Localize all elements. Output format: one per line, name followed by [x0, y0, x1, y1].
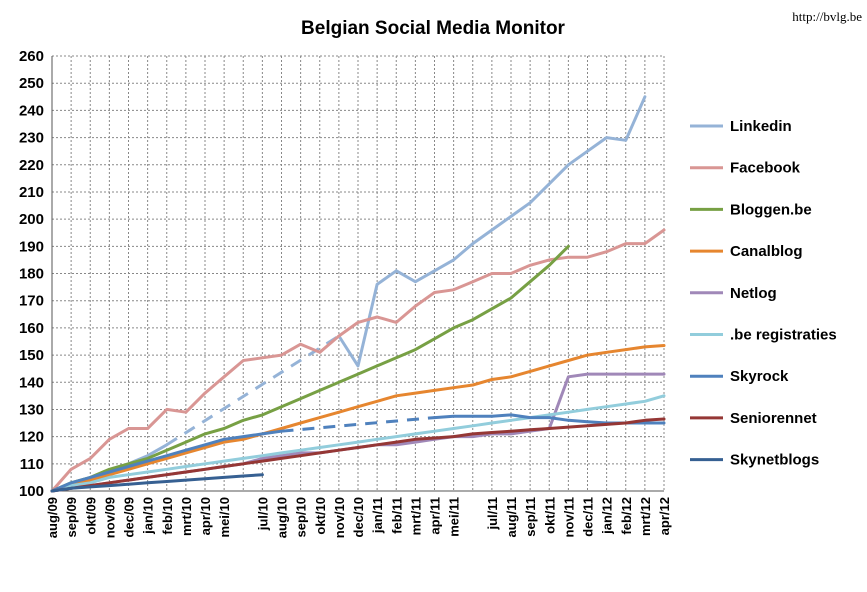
- legend-label: .be registraties: [730, 327, 837, 344]
- x-tick-label: aug/10: [275, 497, 290, 538]
- x-tick-label: apr/12: [657, 497, 672, 535]
- y-tick-label: 150: [19, 347, 44, 364]
- legend-label: Skyrock: [730, 368, 789, 385]
- y-tick-label: 160: [19, 320, 44, 337]
- series-be-registraties: [50, 394, 666, 493]
- chart-title: Belgian Social Media Monitor: [301, 18, 566, 39]
- y-tick-label: 200: [19, 211, 44, 228]
- series-canalblog: [50, 344, 666, 493]
- legend-label: Bloggen.be: [730, 201, 812, 218]
- x-tick-label: mrt/12: [638, 497, 653, 536]
- x-tick-label: feb/10: [160, 497, 175, 535]
- x-tick-label: jul/10: [255, 497, 270, 531]
- series-line: [50, 95, 647, 493]
- series-line: [50, 228, 666, 493]
- legend-label: Skynetblogs: [730, 452, 819, 469]
- x-tick-label: dec/10: [351, 497, 366, 537]
- legend-entry: Netlog: [690, 285, 777, 302]
- y-tick-label: 240: [19, 102, 44, 119]
- x-tick-label: nov/10: [332, 497, 347, 538]
- x-tick-label: feb/12: [619, 497, 634, 535]
- y-tick-label: 180: [19, 266, 44, 283]
- x-tick-label: sep/09: [64, 497, 79, 537]
- legend-entry: Seniorennet: [690, 410, 817, 427]
- legend-entry: Bloggen.be: [690, 201, 812, 218]
- x-tick-label: mrt/11: [408, 497, 423, 535]
- y-tick-label: 130: [19, 401, 44, 418]
- x-tick-label: nov/09: [102, 497, 117, 538]
- x-tick-label: mrt/10: [179, 497, 194, 536]
- legend-label: Netlog: [730, 285, 777, 302]
- legend-entry: Skyrock: [690, 368, 789, 385]
- x-tick-label: jan/10: [141, 497, 156, 535]
- x-tick-label: mei/10: [217, 497, 232, 537]
- series-gap-dash: [281, 416, 435, 433]
- series-line: [50, 394, 666, 493]
- x-tick-label: okt/09: [83, 497, 98, 535]
- y-tick-label: 230: [19, 130, 44, 147]
- y-tick-label: 260: [19, 48, 44, 65]
- series-line: [50, 473, 264, 493]
- x-tick-label: okt/11: [542, 497, 557, 534]
- x-tick-label: jan/12: [600, 497, 615, 535]
- legend-entry: Linkedin: [690, 118, 792, 135]
- y-tick-label: 190: [19, 238, 44, 255]
- x-tick-label: sep/10: [294, 497, 309, 537]
- y-tick-label: 250: [19, 75, 44, 92]
- legend: Linkedin Facebook Bloggen.be Canalblog Netlo…: [690, 118, 837, 469]
- legend-entry: Canalblog: [690, 243, 803, 260]
- legend-entry: Facebook: [690, 160, 801, 177]
- series-skynetblogs: [50, 473, 264, 493]
- x-tick-label: sep/11: [523, 497, 538, 537]
- legend-label: Linkedin: [730, 118, 792, 135]
- x-tick-label: nov/11: [561, 497, 576, 537]
- x-tick-label: jul/11: [485, 497, 500, 531]
- x-tick-label: okt/10: [313, 497, 328, 535]
- legend-label: Facebook: [730, 160, 801, 177]
- x-tick-label: dec/11: [581, 497, 596, 537]
- y-tick-label: 170: [19, 293, 44, 310]
- x-tick-label: jan/11: [370, 497, 385, 534]
- x-tick-label: apr/10: [198, 497, 213, 535]
- x-tick-label: mei/11: [447, 497, 462, 537]
- x-tick-label: apr/11: [428, 497, 443, 535]
- series-line: [50, 344, 666, 493]
- y-tick-label: 140: [19, 374, 44, 391]
- series-facebook: [50, 228, 666, 493]
- y-tick-label: 220: [19, 157, 44, 174]
- x-tick-label: dec/09: [122, 497, 137, 537]
- series-gap-dash: [165, 334, 340, 447]
- x-tick-label: aug/09: [45, 497, 60, 538]
- y-tick-label: 110: [20, 456, 44, 473]
- y-tick-label: 210: [19, 184, 44, 201]
- x-tick-label: feb/11: [389, 497, 404, 534]
- legend-label: Canalblog: [730, 243, 803, 260]
- y-tick-label: 120: [19, 429, 44, 446]
- grid-layer: [52, 55, 665, 491]
- x-tick-label: aug/11: [504, 497, 519, 537]
- series-line: [50, 417, 666, 493]
- series-seniorennet: [50, 417, 666, 493]
- source-url: http://bvlg.be: [792, 9, 862, 24]
- legend-label: Seniorennet: [730, 410, 817, 427]
- y-tick-label: 100: [19, 483, 44, 500]
- series-linkedin: [50, 95, 647, 493]
- series-layer: [50, 95, 666, 493]
- legend-entry: Skynetblogs: [690, 452, 819, 469]
- axis-layer: 100 110 120 130 140 150 160 170 180 190 200 210 220 2…: [19, 48, 672, 538]
- legend-entry: .be registraties: [690, 327, 837, 344]
